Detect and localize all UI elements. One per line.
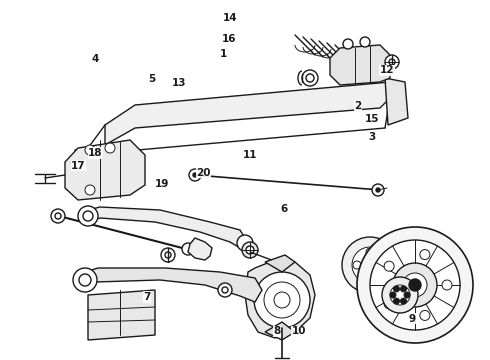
Circle shape: [165, 252, 171, 258]
Circle shape: [393, 286, 399, 292]
Text: 5: 5: [148, 74, 155, 84]
Text: 12: 12: [380, 65, 394, 75]
Circle shape: [391, 244, 399, 252]
Text: 4: 4: [92, 54, 99, 64]
Polygon shape: [88, 207, 245, 248]
Text: 2: 2: [354, 101, 361, 111]
Circle shape: [382, 277, 418, 313]
Circle shape: [78, 206, 98, 226]
Circle shape: [105, 143, 115, 153]
Text: 3: 3: [369, 132, 376, 142]
Text: 19: 19: [154, 179, 169, 189]
Text: 15: 15: [365, 114, 380, 124]
Circle shape: [218, 283, 232, 297]
Circle shape: [85, 185, 95, 195]
Circle shape: [237, 235, 253, 251]
Circle shape: [189, 169, 201, 181]
Circle shape: [193, 173, 197, 177]
Circle shape: [420, 310, 430, 320]
Circle shape: [366, 248, 374, 256]
Text: 7: 7: [143, 292, 151, 302]
Text: 18: 18: [88, 148, 103, 158]
Circle shape: [384, 261, 394, 271]
Circle shape: [442, 280, 452, 290]
Circle shape: [379, 261, 387, 269]
Text: 16: 16: [222, 34, 237, 44]
Circle shape: [222, 287, 228, 293]
Circle shape: [370, 240, 460, 330]
Circle shape: [366, 274, 374, 282]
Circle shape: [378, 245, 392, 259]
Circle shape: [254, 272, 310, 328]
Circle shape: [51, 209, 65, 223]
Circle shape: [390, 292, 396, 298]
Circle shape: [343, 39, 353, 49]
Circle shape: [360, 37, 370, 47]
Circle shape: [385, 55, 399, 69]
Circle shape: [372, 184, 384, 196]
Circle shape: [352, 247, 388, 283]
Circle shape: [274, 292, 290, 308]
Circle shape: [342, 237, 398, 293]
Circle shape: [384, 299, 394, 309]
Circle shape: [404, 292, 410, 298]
Text: 1: 1: [220, 49, 226, 59]
Circle shape: [306, 74, 314, 82]
Circle shape: [376, 188, 380, 192]
Polygon shape: [88, 290, 155, 340]
Text: 6: 6: [281, 204, 288, 214]
Circle shape: [280, 260, 290, 270]
Circle shape: [393, 263, 437, 307]
Text: 9: 9: [408, 314, 415, 324]
Polygon shape: [188, 238, 212, 260]
Text: 8: 8: [273, 326, 280, 336]
Polygon shape: [265, 322, 295, 340]
Circle shape: [420, 249, 430, 260]
Polygon shape: [330, 45, 390, 85]
Circle shape: [362, 257, 378, 273]
Text: 20: 20: [196, 168, 211, 178]
Text: 11: 11: [243, 150, 257, 160]
Circle shape: [85, 145, 95, 155]
Circle shape: [182, 243, 194, 255]
Circle shape: [403, 273, 427, 297]
Text: 10: 10: [292, 326, 306, 336]
Circle shape: [83, 211, 93, 221]
Polygon shape: [265, 255, 295, 272]
Circle shape: [264, 282, 300, 318]
Circle shape: [302, 70, 318, 86]
Circle shape: [389, 59, 395, 65]
Circle shape: [242, 242, 258, 258]
Circle shape: [353, 261, 361, 269]
Polygon shape: [65, 140, 145, 200]
Circle shape: [161, 248, 175, 262]
Circle shape: [393, 298, 399, 304]
Circle shape: [390, 285, 410, 305]
Circle shape: [400, 298, 407, 304]
Circle shape: [357, 227, 473, 343]
Circle shape: [409, 279, 421, 291]
Polygon shape: [85, 268, 262, 302]
Text: 17: 17: [71, 161, 86, 171]
Text: 13: 13: [172, 78, 186, 88]
Circle shape: [400, 286, 407, 292]
Circle shape: [73, 268, 97, 292]
Circle shape: [55, 213, 61, 219]
Polygon shape: [245, 260, 315, 338]
Circle shape: [246, 246, 254, 254]
Text: 14: 14: [223, 13, 238, 23]
Polygon shape: [105, 82, 390, 145]
Circle shape: [79, 274, 91, 286]
Circle shape: [371, 244, 379, 252]
Polygon shape: [385, 78, 408, 125]
